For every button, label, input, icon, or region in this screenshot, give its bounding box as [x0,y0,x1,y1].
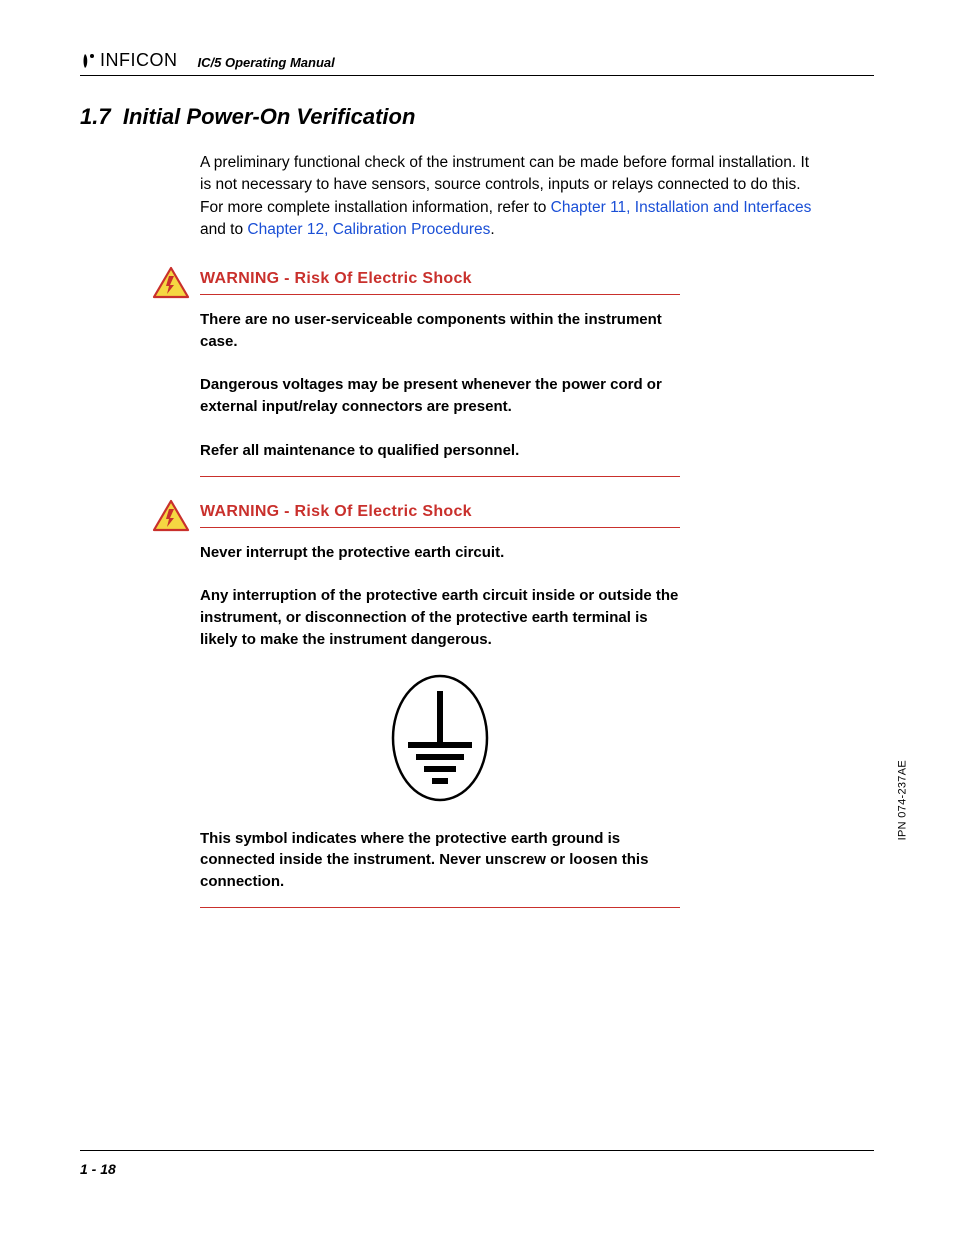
warning-text: This symbol indicates where the protecti… [200,828,680,893]
ipn-code: IPN 074-237AE [896,760,908,840]
link-chapter-11[interactable]: Chapter 11, Installation and Interfaces [551,199,812,216]
warning-triangle-icon [152,266,190,300]
warning-block-2: WARNING - Risk Of Electric Shock Never i… [200,503,824,908]
warning-text: Any interruption of the protective earth… [200,585,680,650]
page-header: INFICON IC/5 Operating Manual [80,50,874,76]
logo-mark-icon [80,52,98,70]
warning-body: There are no user-serviceable components… [200,309,680,477]
page-footer: 1 - 18 [80,1150,874,1179]
warning-block-1: WARNING - Risk Of Electric Shock There a… [200,270,824,477]
page-content: INFICON IC/5 Operating Manual 1.7 Initia… [80,50,874,1185]
logo-text: INFICON [100,50,178,71]
section-title: Initial Power-On Verification [123,104,416,129]
warning-title: WARNING - Risk Of Electric Shock [200,503,680,528]
section-number: 1.7 [80,104,111,129]
document-title: IC/5 Operating Manual [198,55,335,71]
warning-text: Refer all maintenance to qualified perso… [200,440,680,462]
protective-earth-icon [390,673,490,808]
intro-paragraph: A preliminary functional check of the in… [200,152,824,242]
link-chapter-12[interactable]: Chapter 12, Calibration Procedures [247,221,490,238]
warning-title: WARNING - Risk Of Electric Shock [200,270,680,295]
warning-text: There are no user-serviceable components… [200,309,680,353]
earth-symbol-container [200,673,680,808]
intro-text-2: and to [200,221,247,238]
page-number: 1 - 18 [80,1161,116,1177]
warning-text: Dangerous voltages may be present whenev… [200,374,680,418]
logo: INFICON [80,50,178,71]
section-heading: 1.7 Initial Power-On Verification [80,104,874,130]
warning-text: Never interrupt the protective earth cir… [200,542,680,564]
intro-text-3: . [490,221,494,238]
warning-triangle-icon [152,499,190,533]
warning-body: Never interrupt the protective earth cir… [200,542,680,908]
